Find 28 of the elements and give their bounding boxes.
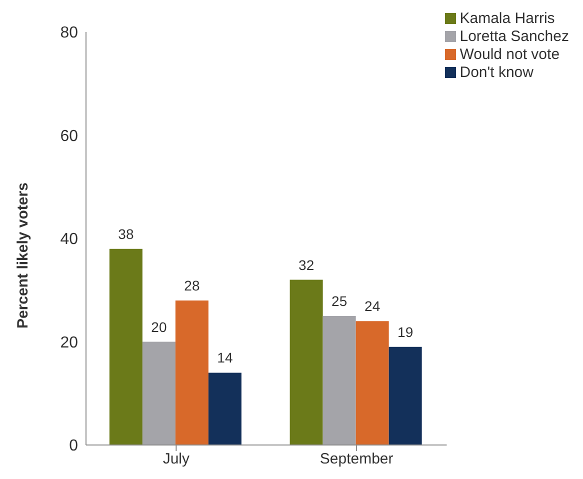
x-tick-label: July [162,450,190,468]
bar [322,316,356,445]
bar [290,280,323,445]
y-axis-title: Percent likely voters [14,182,32,328]
bar [208,372,242,445]
y-tick-label: 40 [60,231,78,248]
data-label: 24 [364,298,380,314]
data-label: 25 [332,292,348,309]
legend-label: Kamala Harris [460,10,555,27]
legend-label: Don't know [460,64,534,81]
bar [175,300,208,445]
data-label: 32 [298,256,314,273]
bar [356,321,389,445]
bar [388,346,422,445]
bar [109,248,142,445]
data-label: 14 [217,350,233,366]
data-label: 38 [118,226,134,242]
y-tick-label: 20 [60,334,78,352]
y-tick-label: 80 [60,24,78,42]
data-label: 28 [184,277,200,294]
data-label: 20 [151,318,167,335]
y-tick-label: 60 [60,128,78,145]
x-tick-label: September [320,450,394,468]
bar [142,342,176,445]
data-label: 19 [398,324,414,340]
legend-label: Loretta Sanchez [460,28,569,45]
y-tick-label: 0 [69,438,78,455]
legend-label: Would not vote [460,46,560,63]
